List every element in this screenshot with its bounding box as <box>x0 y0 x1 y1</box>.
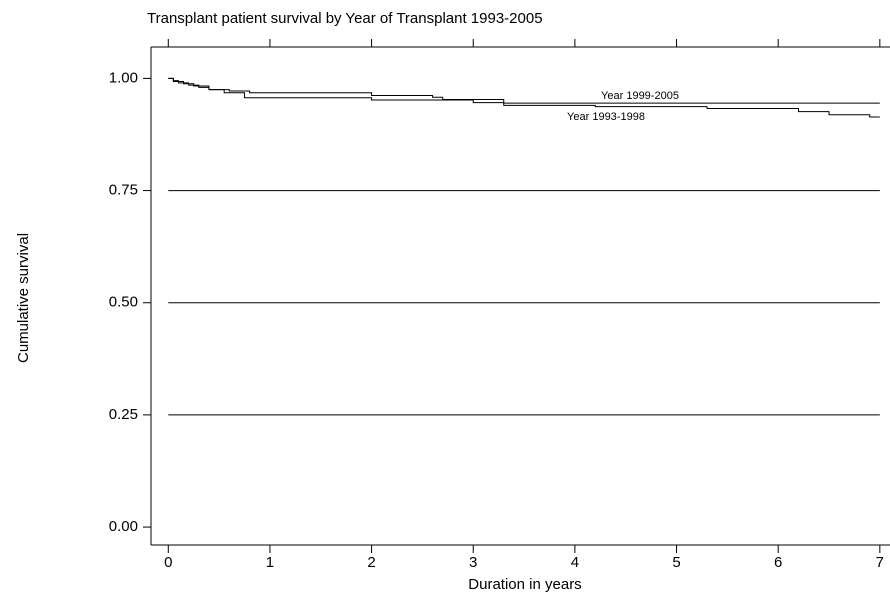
x-tick-label: 5 <box>672 554 680 571</box>
x-tick-label: 2 <box>367 554 375 571</box>
y-tick-label: 0.25 <box>109 406 138 423</box>
x-axis-label: Duration in years <box>468 576 581 593</box>
series-label: Year 1999-2005 <box>601 90 679 102</box>
survival-line <box>168 77 880 118</box>
y-tick-label: 0.50 <box>109 294 138 311</box>
x-tick-label: 4 <box>571 554 579 571</box>
x-tick-label: 1 <box>266 554 274 571</box>
chart-title: Transplant patient survival by Year of T… <box>147 10 543 27</box>
y-tick-label: 0.75 <box>109 182 138 199</box>
series-label: Year 1993-1998 <box>567 111 645 123</box>
x-tick-label: 3 <box>469 554 477 571</box>
x-tick-label: 7 <box>876 554 884 571</box>
y-tick-label: 0.00 <box>109 518 138 535</box>
y-axis-label: Cumulative survival <box>15 233 32 363</box>
x-tick-label: 6 <box>774 554 782 571</box>
survival-line <box>168 77 880 104</box>
x-tick-label: 0 <box>164 554 172 571</box>
y-tick-label: 1.00 <box>109 69 138 86</box>
